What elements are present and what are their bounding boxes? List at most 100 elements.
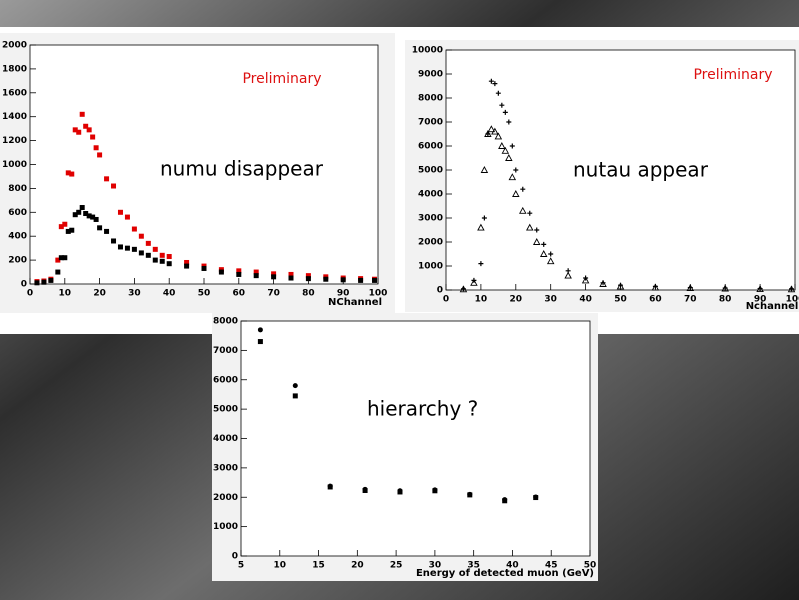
marker xyxy=(86,213,92,219)
y-tick-label: 0 xyxy=(437,286,443,296)
x-tick-label: 90 xyxy=(337,289,350,299)
y-tick-label: 3000 xyxy=(213,463,238,473)
annotation: Preliminary xyxy=(242,71,321,87)
marker xyxy=(138,250,144,256)
y-tick-label: 7000 xyxy=(213,346,238,356)
marker xyxy=(257,327,263,333)
x-tick-label: 25 xyxy=(390,561,403,571)
chart-title: numu disappear xyxy=(160,157,324,181)
y-tick-label: 2000 xyxy=(213,493,238,503)
y-tick-label: 9000 xyxy=(418,70,443,80)
marker xyxy=(534,227,540,233)
marker xyxy=(512,190,520,197)
marker xyxy=(131,246,137,252)
marker xyxy=(513,167,519,173)
y-tick-label: 7000 xyxy=(418,118,443,128)
x-tick-label: 0 xyxy=(443,295,449,305)
y-tick-label: 4000 xyxy=(213,434,238,444)
y-tick-label: 200 xyxy=(8,256,27,266)
marker xyxy=(509,143,515,149)
marker xyxy=(253,269,259,275)
marker xyxy=(159,252,165,258)
marker xyxy=(257,339,263,345)
marker xyxy=(488,78,494,84)
x-tick-label: 30 xyxy=(544,295,557,305)
marker xyxy=(467,492,473,498)
x-tick-label: 60 xyxy=(649,295,662,305)
y-tick-label: 1400 xyxy=(2,112,27,122)
marker xyxy=(152,257,158,263)
annotation: Preliminary xyxy=(693,67,772,83)
marker xyxy=(546,257,555,265)
y-tick-label: 8000 xyxy=(213,317,238,327)
marker xyxy=(76,209,82,215)
y-tick-label: 2000 xyxy=(2,41,27,51)
marker xyxy=(505,154,513,161)
marker xyxy=(292,383,298,389)
y-tick-label: 4000 xyxy=(418,190,443,200)
marker xyxy=(65,228,71,234)
y-tick-label: 1000 xyxy=(2,160,27,170)
x-tick-label: 30 xyxy=(429,561,442,571)
marker xyxy=(83,123,89,129)
marker xyxy=(508,173,517,181)
marker xyxy=(72,212,78,218)
marker xyxy=(131,226,137,232)
marker xyxy=(616,282,625,290)
marker xyxy=(166,254,172,260)
marker xyxy=(117,244,123,250)
marker xyxy=(470,278,478,286)
marker xyxy=(495,90,501,96)
marker xyxy=(397,489,403,495)
x-tick-label: 30 xyxy=(128,289,141,299)
marker xyxy=(159,258,165,264)
marker xyxy=(478,261,484,267)
marker xyxy=(756,285,764,292)
marker xyxy=(323,276,329,282)
marker xyxy=(90,134,96,140)
marker xyxy=(494,132,503,140)
x-tick-label: 35 xyxy=(467,561,480,571)
marker xyxy=(499,102,505,108)
x-tick-label: 10 xyxy=(475,295,488,305)
marker xyxy=(292,393,298,399)
marker xyxy=(519,206,527,214)
y-tick-label: 1600 xyxy=(2,88,27,98)
y-tick-label: 3000 xyxy=(418,214,443,224)
marker xyxy=(79,111,85,117)
x-tick-label: 15 xyxy=(312,561,325,571)
x-tick-label: 5 xyxy=(238,561,244,571)
y-tick-label: 1000 xyxy=(213,522,238,532)
marker xyxy=(520,186,526,192)
marker xyxy=(477,223,485,231)
x-tick-label: 20 xyxy=(93,289,106,299)
marker xyxy=(599,280,607,287)
y-tick-label: 10000 xyxy=(412,46,443,56)
marker xyxy=(459,285,468,293)
x-tick-label: 10 xyxy=(59,289,72,299)
marker xyxy=(327,484,333,490)
marker xyxy=(271,271,277,277)
marker xyxy=(527,210,533,216)
x-axis-label: NChannel xyxy=(328,297,382,308)
x-tick-label: 45 xyxy=(545,561,558,571)
marker xyxy=(305,276,311,282)
marker xyxy=(501,146,510,154)
x-axis-label: Energy of detected muon (GeV) xyxy=(416,568,594,579)
y-tick-label: 1800 xyxy=(2,64,27,74)
marker xyxy=(124,245,130,251)
marker xyxy=(69,171,75,177)
x-tick-label: 40 xyxy=(579,295,592,305)
chart-title: nutau appear xyxy=(573,158,709,182)
marker xyxy=(305,273,311,279)
x-tick-label: 20 xyxy=(510,295,523,305)
marker xyxy=(686,284,695,292)
marker xyxy=(548,251,554,257)
y-tick-label: 2000 xyxy=(418,238,443,248)
x-tick-label: 80 xyxy=(302,289,315,299)
marker xyxy=(69,227,75,233)
marker xyxy=(480,166,489,173)
x-tick-label: 0 xyxy=(27,289,33,299)
marker xyxy=(58,255,64,261)
